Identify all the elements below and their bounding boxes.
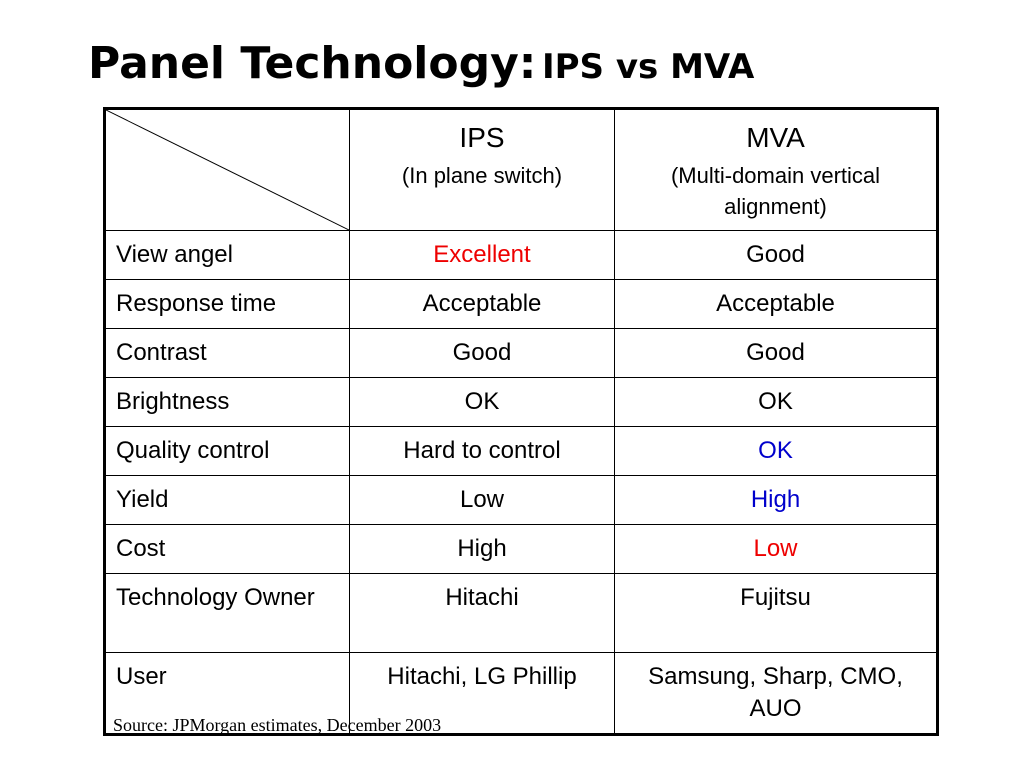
table-row: User Hitachi, LG Phillip Samsung, Sharp,… [104, 652, 938, 735]
mva-value: OK [614, 426, 938, 476]
header-ips-desc: (In plane switch) [401, 163, 563, 188]
header-mva-name: MVA [746, 122, 805, 153]
title-sub: IPS vs MVA [541, 47, 755, 87]
header-mva-desc: (Multi-domain vertical alignment) [670, 163, 881, 219]
row-label: Brightness [104, 377, 350, 427]
table-row: Brightness OK OK [104, 377, 938, 427]
row-label: User [104, 652, 350, 735]
ips-value: Hitachi [349, 573, 615, 653]
table-row: View angel Excellent Good [104, 230, 938, 280]
header-ips: IPS (In plane switch) [349, 108, 615, 231]
mva-value: OK [614, 377, 938, 427]
mva-value: Fujitsu [614, 573, 938, 653]
table-row: Technology Owner Hitachi Fujitsu [104, 573, 938, 653]
row-label: Contrast [104, 328, 350, 378]
ips-value: Low [349, 475, 615, 525]
row-label: Quality control [104, 426, 350, 476]
row-label: View angel [104, 230, 350, 280]
row-label: Yield [104, 475, 350, 525]
table-row: Response time Acceptable Acceptable [104, 279, 938, 329]
mva-value: Good [614, 328, 938, 378]
header-ips-name: IPS [459, 122, 505, 153]
ips-value: Acceptable [349, 279, 615, 329]
ips-value: Hitachi, LG Phillip [349, 652, 615, 735]
table-row: Contrast Good Good [104, 328, 938, 378]
header-mva: MVA (Multi-domain vertical alignment) [614, 108, 938, 231]
comparison-table: IPS (In plane switch) MVA (Multi-domain … [103, 107, 939, 736]
ips-value: Hard to control [349, 426, 615, 476]
table-header-row: IPS (In plane switch) MVA (Multi-domain … [104, 108, 938, 231]
table-row: Cost High Low [104, 524, 938, 574]
slide-title: Panel Technology: IPS vs MVA [88, 38, 754, 89]
ips-value: Good [349, 328, 615, 378]
corner-cell [104, 108, 350, 231]
ips-value: Excellent [349, 230, 615, 280]
source-note: Source: JPMorgan estimates, December 200… [113, 715, 442, 735]
title-main: Panel Technology: [88, 38, 537, 89]
ips-value: High [349, 524, 615, 574]
mva-value: Good [614, 230, 938, 280]
mva-value: Acceptable [614, 279, 938, 329]
table-row: Yield Low High [104, 475, 938, 525]
row-label: Cost [104, 524, 350, 574]
row-label: Technology Owner [104, 573, 350, 653]
diagonal-line [106, 110, 349, 230]
mva-value: Samsung, Sharp, CMO, AUO [614, 652, 938, 735]
table-row: Quality control Hard to control OK [104, 426, 938, 476]
mva-value: Low [614, 524, 938, 574]
mva-value: High [614, 475, 938, 525]
row-label: Response time [104, 279, 350, 329]
ips-value: OK [349, 377, 615, 427]
